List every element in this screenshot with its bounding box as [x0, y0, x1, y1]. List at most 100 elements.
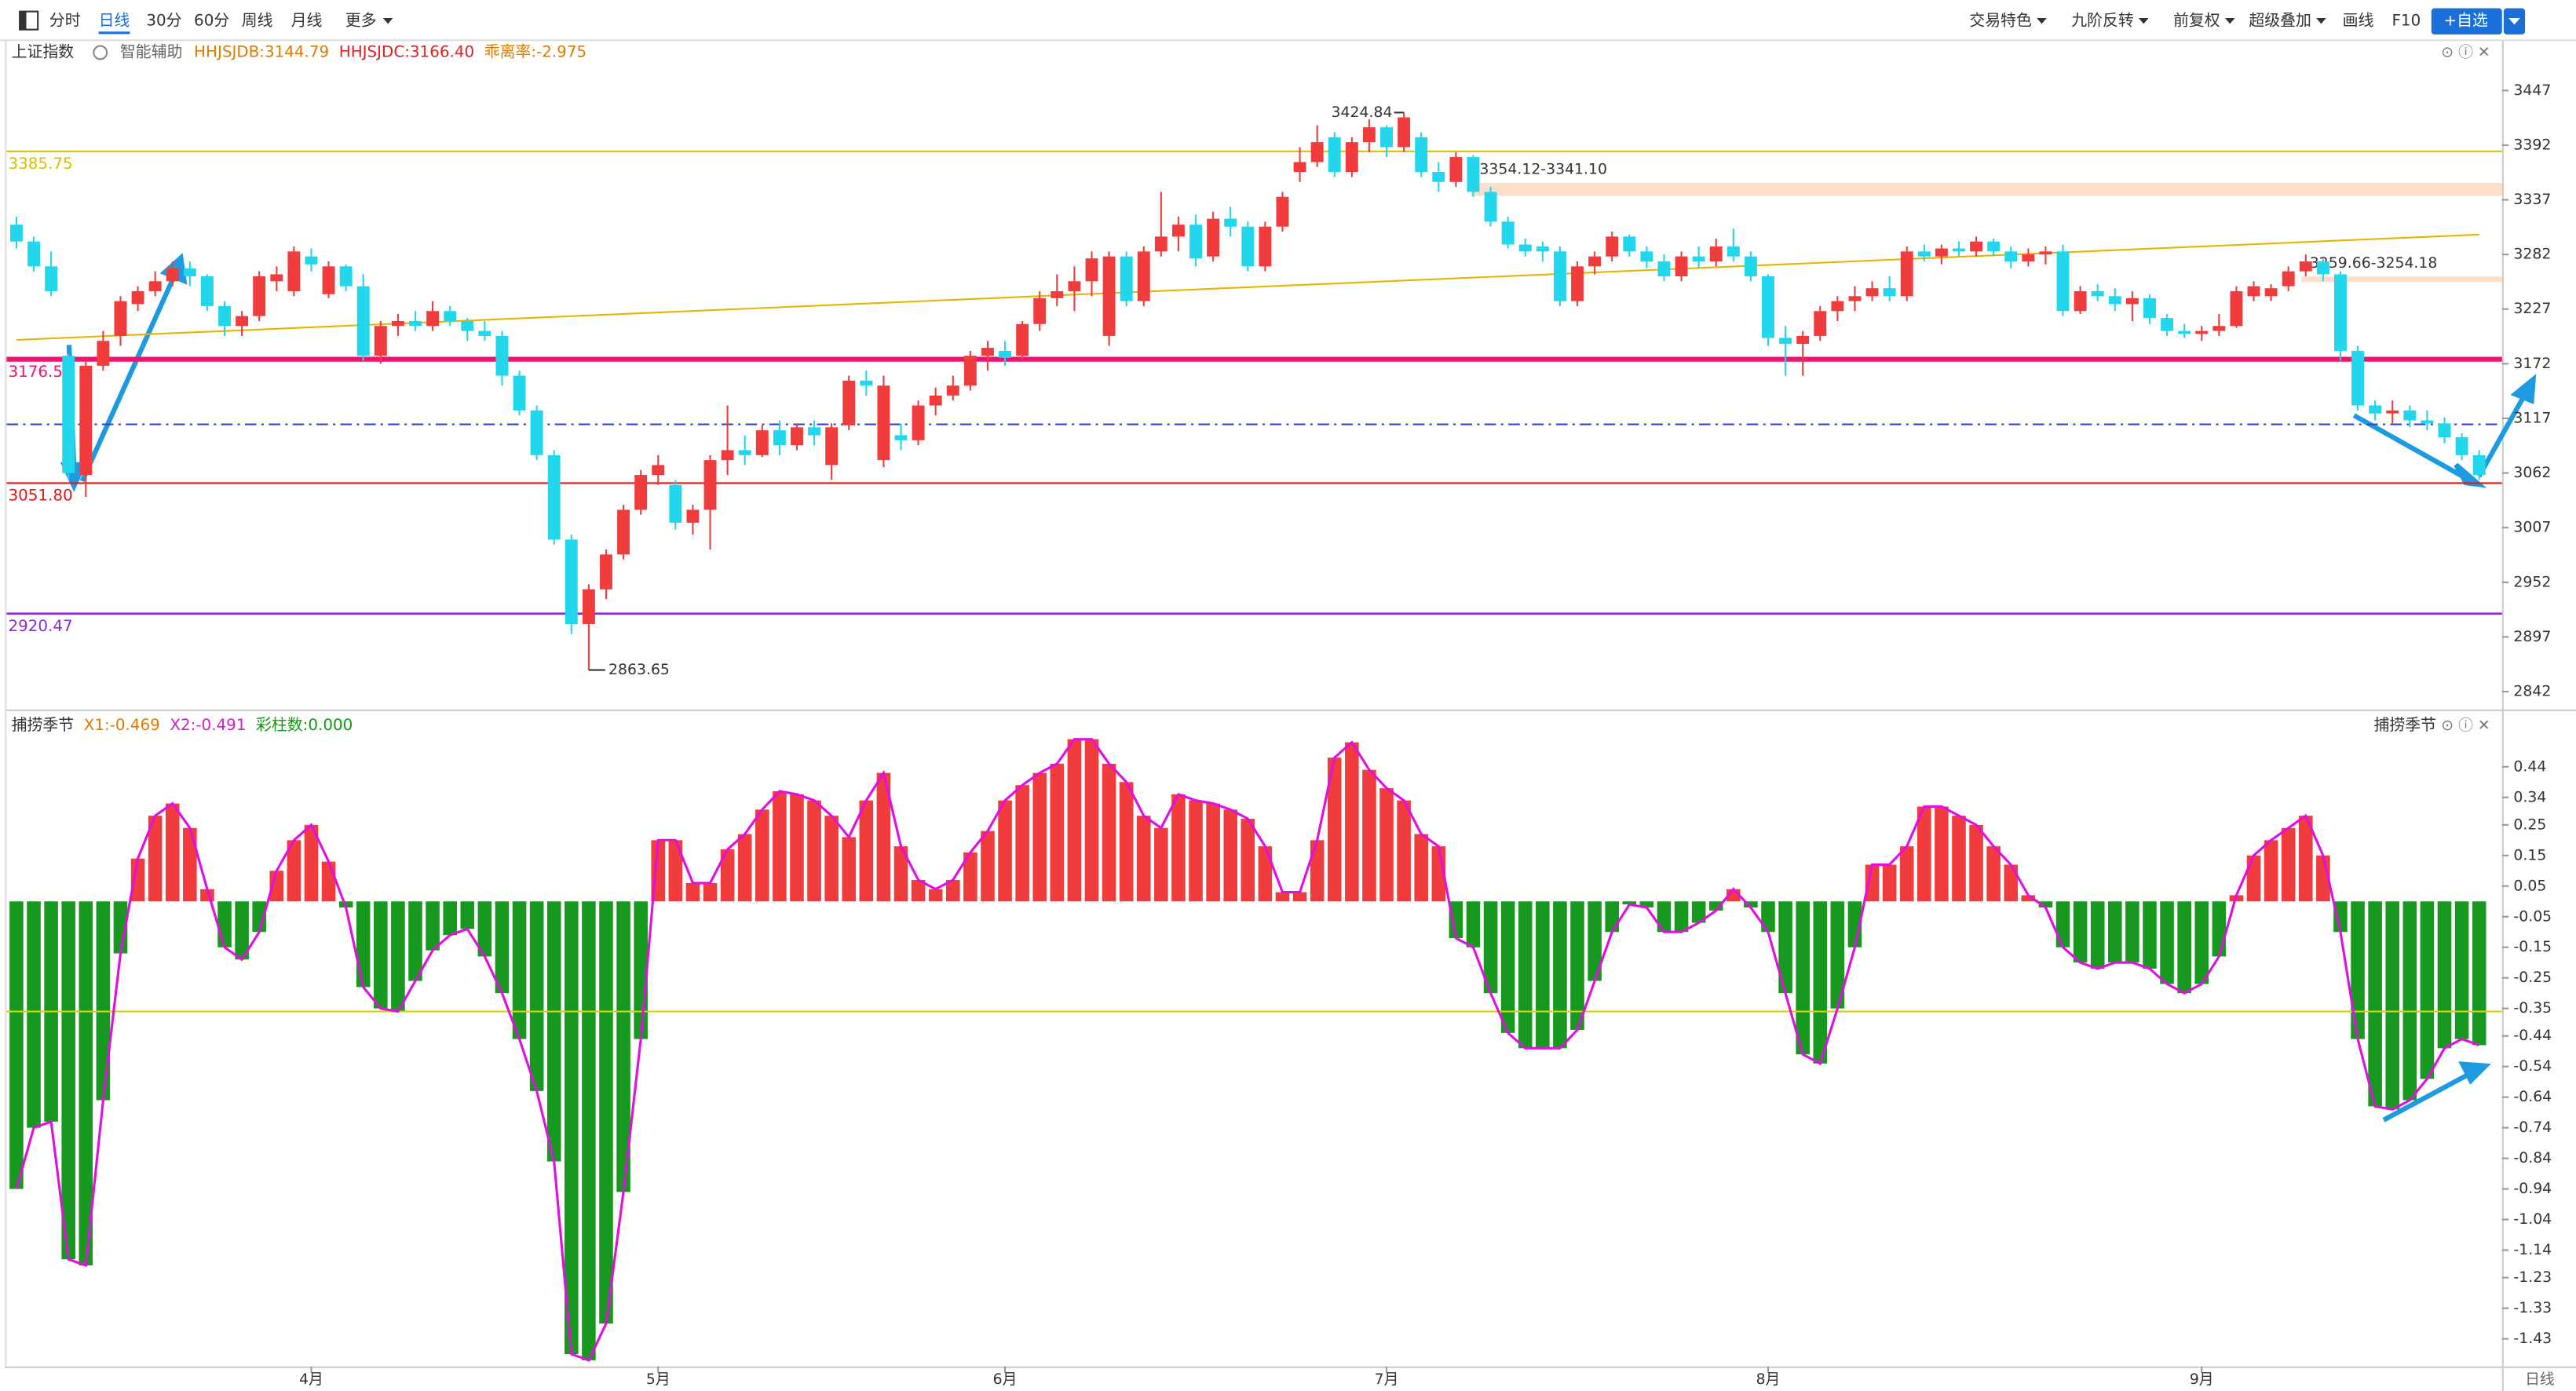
panel-icons[interactable]: ⊙ ⓘ ✕	[2441, 717, 2490, 734]
candle-body	[27, 241, 40, 267]
histogram-bar	[356, 901, 371, 988]
candle-body	[2351, 350, 2365, 406]
histogram-bar	[1449, 901, 1463, 939]
histogram-bar	[1379, 788, 1394, 902]
candle-body	[2212, 326, 2226, 331]
candle-body	[2455, 437, 2468, 455]
max-label: 3424.84	[1332, 104, 1393, 121]
candle-body	[2316, 261, 2329, 275]
candle-body	[148, 281, 162, 291]
assist-toggle[interactable]	[93, 45, 108, 60]
candle-body	[45, 266, 58, 291]
histogram-bar	[1778, 901, 1792, 994]
candle-body	[1970, 241, 1983, 252]
candle-body	[2004, 251, 2018, 262]
candle-body	[1224, 218, 1237, 227]
histogram-bar	[2385, 901, 2400, 1110]
tool-button[interactable]: F10	[2391, 12, 2421, 30]
period-tab[interactable]: 分时	[49, 12, 81, 30]
candle-body	[894, 435, 908, 440]
histogram-bar	[1136, 816, 1151, 902]
period-tab[interactable]: 日线	[99, 12, 130, 30]
y-tick-label: 3007	[2513, 520, 2551, 536]
candle-body	[1328, 137, 1341, 173]
histogram-bar	[9, 901, 24, 1189]
histogram-bar	[148, 816, 163, 902]
candle-body	[825, 427, 839, 465]
period-footer: 日线	[2525, 1371, 2555, 1388]
histogram-bar	[1345, 742, 1359, 902]
tool-button[interactable]: 九阶反转	[2071, 12, 2134, 30]
candle-body	[391, 320, 404, 327]
candle-body	[1606, 236, 1619, 257]
indicator-value: HHJSJDC:3166.40	[339, 42, 474, 60]
histogram-bar	[1830, 901, 1845, 1009]
histogram-bar	[755, 809, 769, 902]
x1-line	[15, 738, 2480, 1362]
tool-button[interactable]: 前复权	[2173, 12, 2220, 30]
candle-body	[322, 266, 335, 294]
arrow	[79, 275, 177, 483]
candle-body	[652, 465, 665, 476]
histogram-bar	[2073, 901, 2088, 963]
tool-button[interactable]: 交易特色	[1969, 12, 2032, 30]
histogram-bar	[582, 901, 596, 1360]
histogram-bar	[1536, 901, 1550, 1049]
candle-body	[686, 509, 700, 523]
candle-body	[1571, 266, 1584, 301]
candle-body	[1068, 281, 1081, 291]
histogram-bar	[2333, 901, 2348, 933]
period-tab[interactable]: 周线	[242, 12, 273, 30]
candle-body	[2178, 330, 2191, 334]
histogram-bar	[1865, 864, 1880, 902]
candle-body	[200, 276, 214, 306]
histogram-bar	[1171, 794, 1186, 902]
histogram-bar	[876, 772, 891, 902]
histogram-bar	[1466, 901, 1481, 947]
candle-body	[1726, 246, 1740, 257]
period-tab[interactable]: 月线	[291, 12, 323, 30]
indicator-title-right: 捕捞季节	[2373, 716, 2436, 734]
histogram-bar	[1015, 785, 1029, 902]
histogram-bar	[1761, 901, 1775, 933]
tool-button[interactable]: 超级叠加	[2249, 12, 2311, 30]
candle-body	[2074, 290, 2087, 312]
watchlist-button[interactable]	[2431, 8, 2502, 35]
candle-body	[634, 475, 648, 510]
histogram-bar	[2021, 895, 2036, 902]
histogram-bar	[546, 901, 561, 1162]
instrument-title: 上证指数	[12, 42, 75, 60]
histogram-bar	[1189, 800, 1203, 902]
candle-body	[1259, 226, 1272, 267]
candle-body	[1207, 218, 1220, 257]
histogram-bar	[235, 901, 249, 960]
candle-body	[97, 341, 110, 366]
panel-icons[interactable]: ⊙ ⓘ ✕	[2441, 43, 2490, 60]
candle-body	[495, 335, 509, 376]
candle-body	[912, 405, 925, 440]
period-tab[interactable]: 30分	[146, 12, 181, 30]
candle-body	[1709, 246, 1723, 262]
histogram-bar	[1796, 901, 1810, 1055]
candle-body	[738, 450, 751, 455]
histogram-bar	[391, 901, 405, 1012]
histogram-bar	[2125, 901, 2139, 963]
candle-body	[1484, 192, 1497, 222]
price-band	[2301, 276, 2502, 283]
candle-body	[791, 427, 803, 446]
price-band	[1471, 182, 2502, 196]
candle-body	[2282, 271, 2295, 287]
y-tick-label: 3227	[2513, 301, 2551, 317]
period-tab[interactable]: 60分	[194, 12, 229, 30]
candle-body	[1415, 137, 1428, 173]
histogram-bar	[1050, 763, 1065, 902]
candle-body	[842, 380, 856, 425]
period-tab[interactable]: 更多	[345, 12, 377, 30]
candle-body	[1917, 251, 1931, 257]
tool-button[interactable]: 画线	[2343, 12, 2374, 30]
histogram-bar	[893, 846, 908, 902]
histogram-bar	[287, 840, 301, 902]
watchlist-label[interactable]: +自选	[2444, 12, 2489, 30]
candle-body	[2022, 254, 2035, 262]
